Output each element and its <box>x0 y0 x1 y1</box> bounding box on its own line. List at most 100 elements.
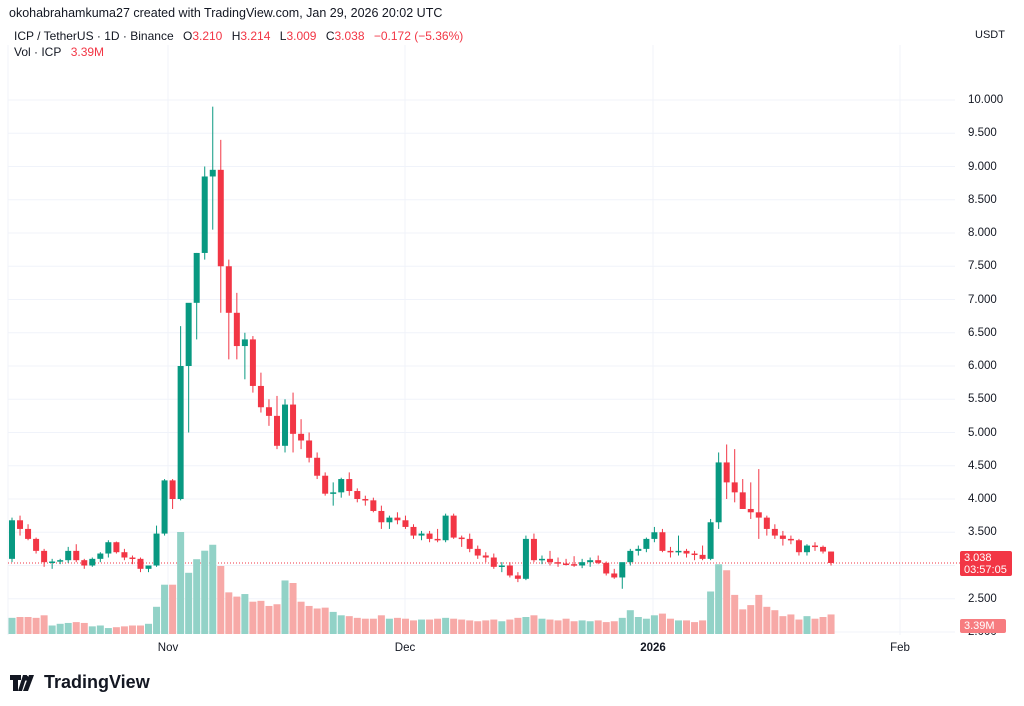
candle-body[interactable] <box>426 533 433 539</box>
candle-body[interactable] <box>145 565 152 569</box>
candle-body[interactable] <box>225 266 232 313</box>
candle-body[interactable] <box>33 538 40 551</box>
candle-body[interactable] <box>9 520 15 559</box>
candle-body[interactable] <box>547 558 554 563</box>
candle-body[interactable] <box>73 550 80 561</box>
candle-body[interactable] <box>619 562 626 578</box>
candle-body[interactable] <box>530 538 537 561</box>
candle-body[interactable] <box>691 553 698 556</box>
candle-body[interactable] <box>161 480 168 534</box>
candle-body[interactable] <box>828 551 835 563</box>
candle-body[interactable] <box>137 558 144 569</box>
candle-body[interactable] <box>354 491 361 499</box>
candle-body[interactable] <box>17 520 24 529</box>
candle-body[interactable] <box>771 528 778 536</box>
candle-body[interactable] <box>49 561 56 564</box>
candle-body[interactable] <box>651 532 658 539</box>
candle-body[interactable] <box>579 562 586 566</box>
candle-body[interactable] <box>538 558 545 561</box>
candle-body[interactable] <box>659 532 666 551</box>
currency-unit-button[interactable]: USDT <box>975 29 1005 41</box>
candle-body[interactable] <box>290 404 297 434</box>
candle-body[interactable] <box>378 510 385 523</box>
candle-body[interactable] <box>217 169 224 267</box>
candle-body[interactable] <box>402 520 409 527</box>
candle-body[interactable] <box>739 492 746 509</box>
candle-body[interactable] <box>121 552 128 558</box>
candle-body[interactable] <box>177 366 184 499</box>
candle-body[interactable] <box>595 560 602 563</box>
candle-body[interactable] <box>257 385 264 408</box>
candle-body[interactable] <box>105 542 112 554</box>
candle-body[interactable] <box>410 526 417 536</box>
candle-body[interactable] <box>97 553 104 559</box>
candle-body[interactable] <box>667 550 674 553</box>
candle-body[interactable] <box>675 550 682 553</box>
candle-body[interactable] <box>265 407 272 416</box>
candle-body[interactable] <box>25 528 32 539</box>
candle-body[interactable] <box>683 550 690 554</box>
candle-body[interactable] <box>506 565 513 576</box>
candle-body[interactable] <box>442 515 449 541</box>
candle-body[interactable] <box>370 500 377 511</box>
candle-body[interactable] <box>57 560 64 562</box>
candle-body[interactable] <box>185 302 192 366</box>
candle-body[interactable] <box>587 560 594 563</box>
candle-body[interactable] <box>129 557 136 560</box>
candle-body[interactable] <box>201 176 208 253</box>
candle-body[interactable] <box>482 555 489 558</box>
candle-body[interactable] <box>731 482 738 493</box>
candle-body[interactable] <box>723 462 730 483</box>
candle-body[interactable] <box>611 573 618 578</box>
candle-body[interactable] <box>787 538 794 541</box>
candle-body[interactable] <box>795 540 802 553</box>
candle-body[interactable] <box>346 479 353 492</box>
candle-body[interactable] <box>555 562 562 564</box>
candle-body[interactable] <box>466 538 473 549</box>
candle-body[interactable] <box>322 475 329 494</box>
candle-body[interactable] <box>571 564 578 566</box>
candle-body[interactable] <box>394 517 401 521</box>
candle-body[interactable] <box>418 533 425 536</box>
candle-body[interactable] <box>169 480 176 499</box>
candle-body[interactable] <box>635 548 642 551</box>
candle-body[interactable] <box>514 575 521 579</box>
candlestick-chart[interactable] <box>0 20 1024 660</box>
candle-body[interactable] <box>522 538 529 579</box>
candle-body[interactable] <box>779 535 786 539</box>
candle-body[interactable] <box>330 492 337 494</box>
candle-body[interactable] <box>643 538 650 549</box>
candle-body[interactable] <box>490 557 497 567</box>
candle-body[interactable] <box>803 545 810 553</box>
candle-body[interactable] <box>65 550 72 561</box>
candle-body[interactable] <box>338 479 345 493</box>
candle-body[interactable] <box>314 457 321 476</box>
candle-body[interactable] <box>458 537 465 540</box>
candle-body[interactable] <box>747 508 754 513</box>
candle-body[interactable] <box>193 252 200 303</box>
candle-body[interactable] <box>450 515 457 538</box>
candle-body[interactable] <box>41 550 48 563</box>
candle-body[interactable] <box>81 560 88 566</box>
candle-body[interactable] <box>153 533 160 566</box>
candle-body[interactable] <box>715 462 722 523</box>
candle-body[interactable] <box>707 522 714 559</box>
candle-body[interactable] <box>89 558 96 566</box>
candle-body[interactable] <box>603 562 610 574</box>
candle-body[interactable] <box>298 433 305 441</box>
candle-body[interactable] <box>233 312 240 347</box>
candle-body[interactable] <box>763 517 770 529</box>
candle-body[interactable] <box>249 339 256 386</box>
candle-body[interactable] <box>627 550 634 563</box>
candle-body[interactable] <box>306 440 313 458</box>
candle-body[interactable] <box>820 546 827 552</box>
candle-body[interactable] <box>498 565 505 568</box>
candle-body[interactable] <box>362 499 369 501</box>
candle-body[interactable] <box>282 404 289 446</box>
candle-body[interactable] <box>474 548 481 556</box>
volume-label[interactable]: Vol · ICP <box>14 45 62 59</box>
candle-body[interactable] <box>563 563 570 566</box>
candle-body[interactable] <box>386 517 393 523</box>
candle-body[interactable] <box>434 538 441 541</box>
candle-body[interactable] <box>209 169 216 177</box>
